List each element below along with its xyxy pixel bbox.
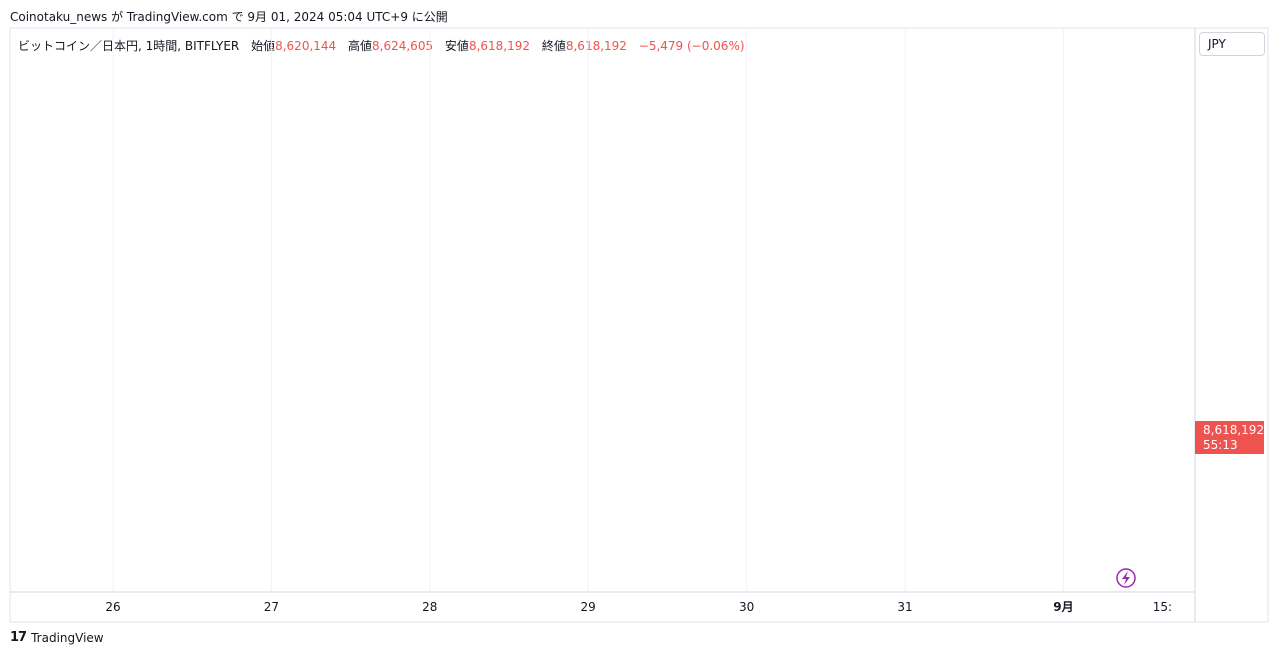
time-tick-label: 30 [739, 600, 754, 614]
time-tick-label: 15: [1153, 600, 1172, 614]
high-value: 8,624,605 [372, 39, 434, 53]
time-tick-label: 29 [581, 600, 596, 614]
time-axis: 26 27 28 29 30 31 9月 15: [105, 600, 1172, 614]
low-value: 8,618,192 [468, 39, 531, 53]
change-value: −5,479 (−0.06%) [638, 39, 745, 53]
open-value: 8,620,144 [275, 39, 337, 53]
time-tick-label: 28 [422, 600, 437, 614]
time-tick-label: 26 [105, 600, 120, 614]
low-label: 安値 [444, 39, 469, 53]
close-label: 終値 [541, 39, 566, 53]
grid-lines [112, 28, 1064, 592]
time-tick-label: 31 [897, 600, 912, 614]
time-tick-label: 27 [264, 600, 279, 614]
lightning-icon-bolt [1122, 571, 1130, 585]
publisher-header: Coinotaku_news が TradingView.com で 9月 01… [10, 10, 448, 24]
chart-frame [9, 27, 1269, 623]
countdown-timer: 55:13 [1203, 438, 1238, 452]
tradingview-footer[interactable]: 17 TradingView [10, 630, 104, 645]
open-label: 始値 [251, 39, 276, 53]
last-price-value: 8,618,192 [1203, 423, 1265, 437]
tradingview-logo-icon: 17 [10, 630, 27, 645]
lightning-icon[interactable] [1116, 568, 1136, 588]
tradingview-brand: TradingView [31, 630, 104, 645]
close-value: 8,618,192 [565, 39, 627, 53]
symbol-title[interactable]: ビットコイン／日本円, 1時間, BITFLYER [18, 39, 240, 53]
symbol-legend: ビットコイン／日本円, 1時間, BITFLYER 始値8,620,144 高値… [18, 37, 745, 54]
last-price-tag: 8,618,192 55:13 [1195, 421, 1264, 454]
time-tick-label: 9月 [1053, 600, 1073, 614]
currency-button[interactable]: JPY [1199, 32, 1265, 56]
high-label: 高値 [348, 39, 373, 53]
